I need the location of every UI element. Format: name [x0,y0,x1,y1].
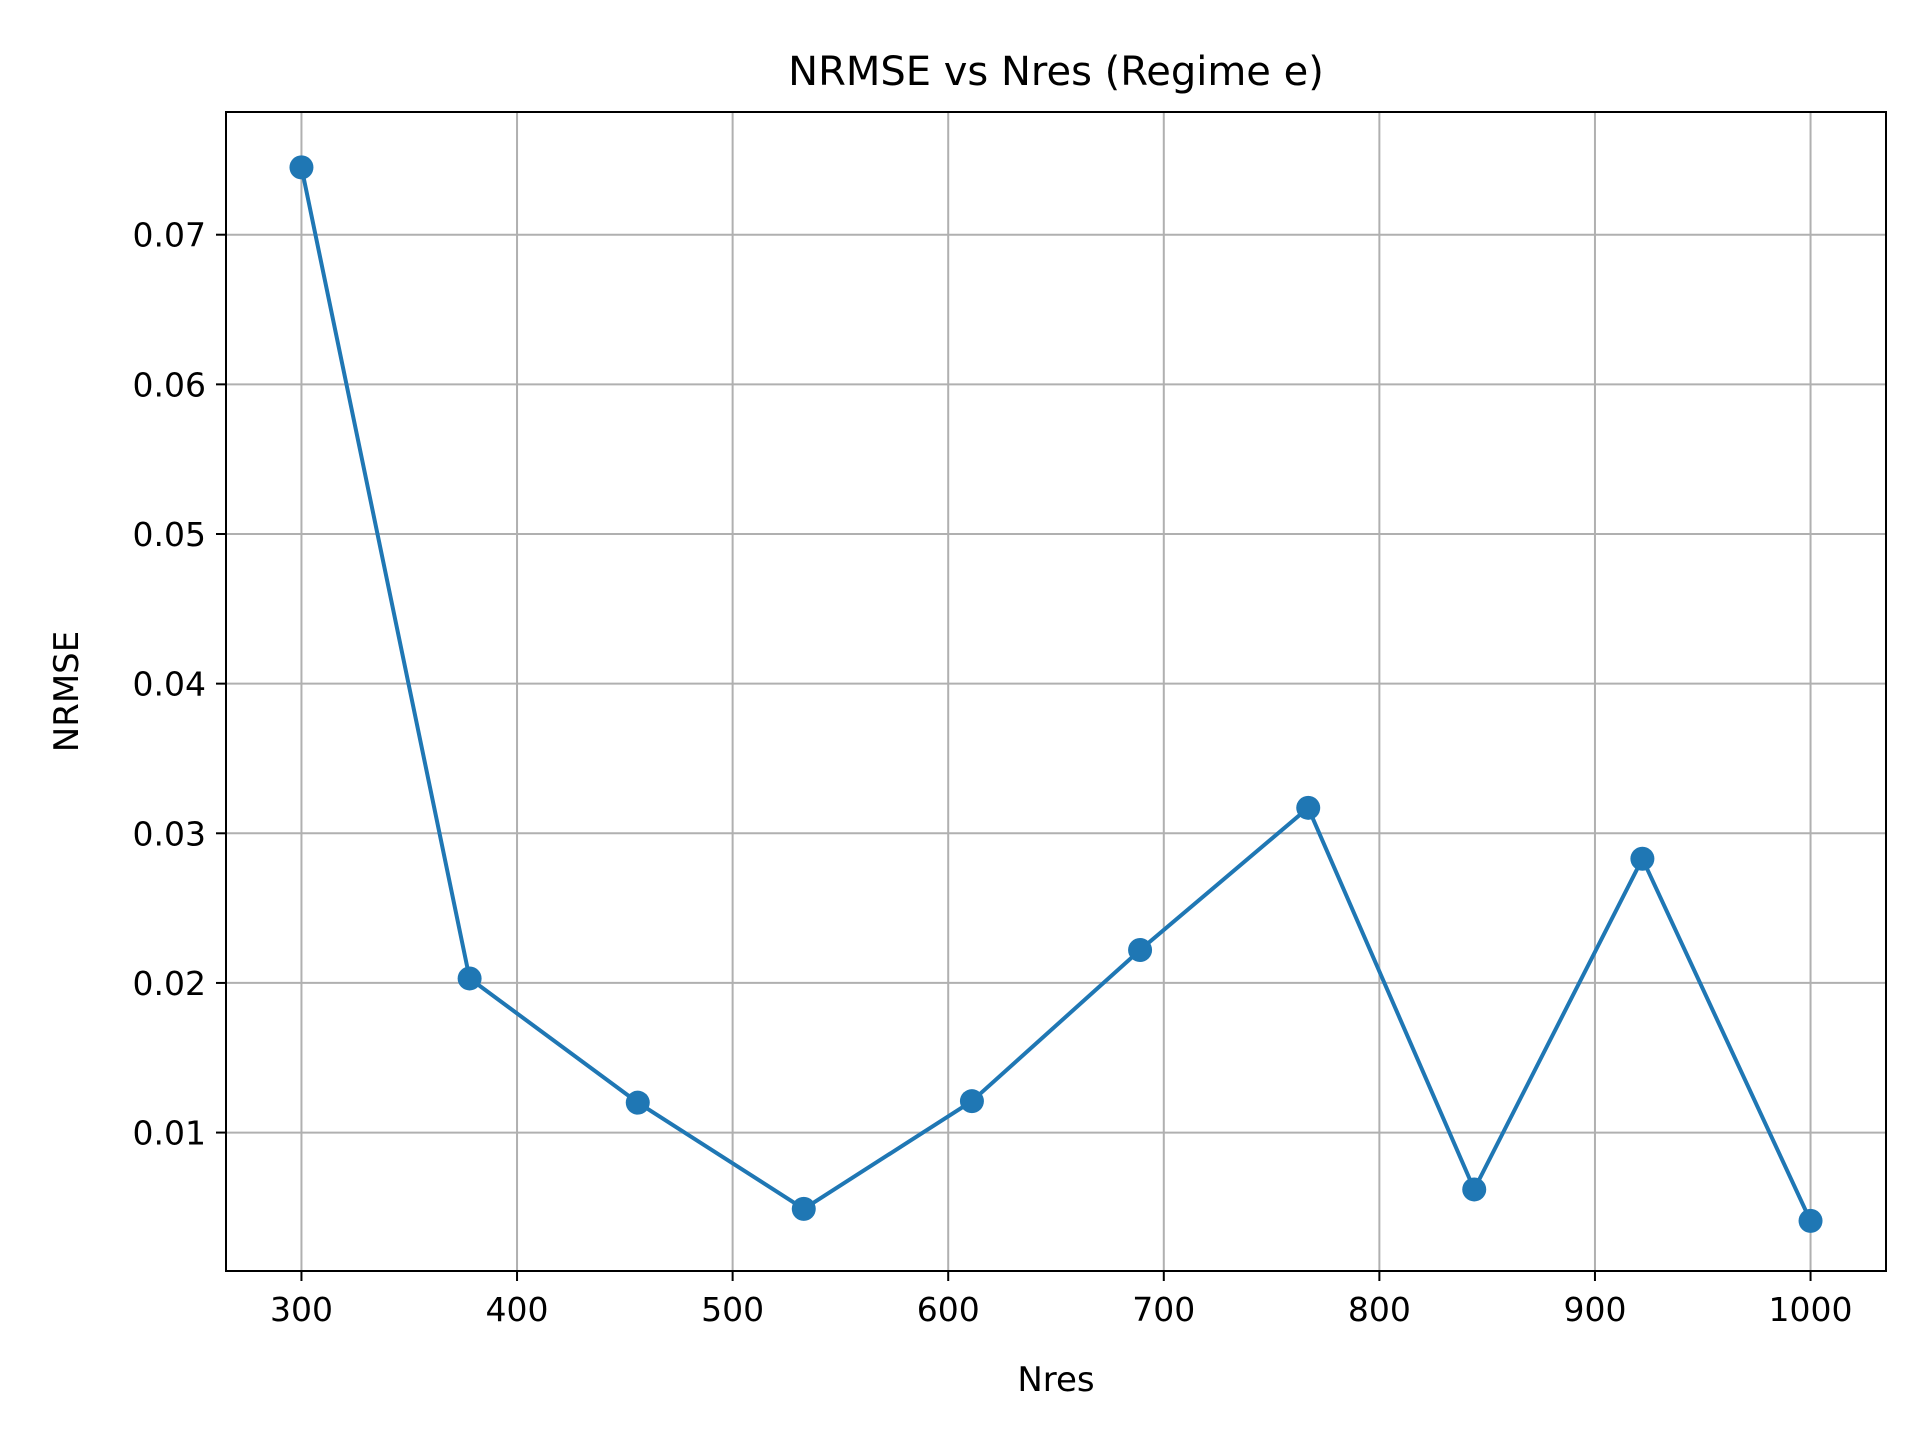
y-tick-label: 0.02 [133,964,206,1003]
x-tick-label: 800 [1348,1290,1411,1329]
y-tick-label: 0.06 [133,365,206,404]
series-line [299,166,1813,1222]
data-point [1128,938,1153,963]
plot-frame [225,111,1887,1272]
y-tick-label: 0.07 [133,216,206,255]
chart-title: NRMSE vs Nres (Regime e) [788,49,1324,95]
y-tick-label: 0.05 [133,515,206,554]
y-tick-label: 0.04 [133,665,206,704]
y-tick-label: 0.01 [133,1114,206,1153]
data-point [1296,795,1321,820]
y-tick-label: 0.03 [133,814,206,853]
data-point [289,155,314,180]
data-point [457,966,482,991]
y-axis-label: NRMSE [47,631,87,752]
data-point [625,1090,650,1115]
x-tick-label: 600 [917,1290,980,1329]
x-tick-label: 500 [701,1290,764,1329]
grid [226,112,1886,1271]
data-point [791,1196,816,1221]
axis-ticks: 300 400 500 600 700 800 900 1000 0.01 0.02 0.03 0.0… [133,216,1853,1329]
x-tick-label: 700 [1132,1290,1195,1329]
data-point [1462,1177,1487,1202]
x-axis-label: Nres [1017,1360,1094,1400]
x-tick-label: 400 [486,1290,549,1329]
x-tick-label: 1000 [1769,1290,1853,1329]
data-point [1630,846,1655,871]
data-point [1798,1208,1823,1233]
data-point [959,1089,984,1114]
x-tick-label: 300 [270,1290,333,1329]
x-tick-label: 900 [1563,1290,1626,1329]
series-layer [289,155,1823,1233]
